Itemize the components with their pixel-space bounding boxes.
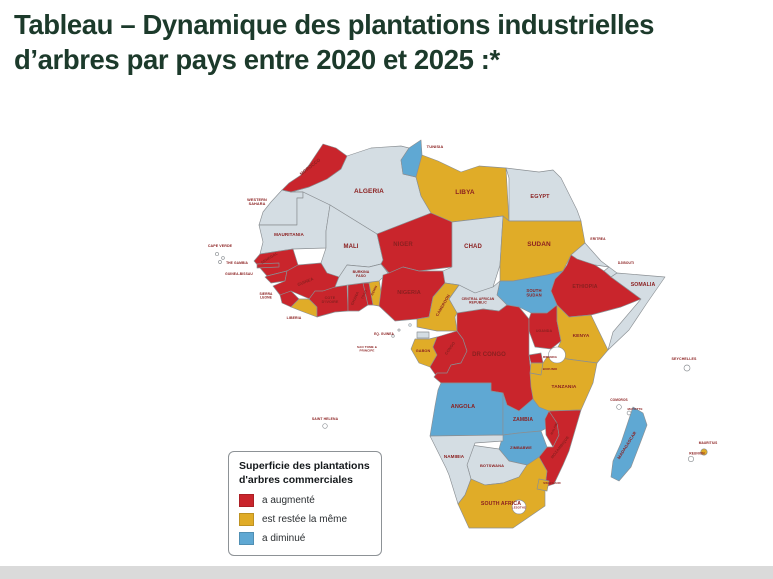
country-label-nigeria: NIGERIA bbox=[397, 290, 421, 296]
country-madagascar bbox=[610, 406, 648, 482]
country-label-mauritania: MAURITANIA bbox=[274, 232, 304, 237]
country-saint-helena bbox=[322, 423, 328, 429]
country-label-zambia: ZAMBIA bbox=[513, 417, 533, 423]
country-label-eritrea: ERITREA bbox=[590, 237, 606, 241]
country-label-comoros: COMOROS bbox=[610, 398, 628, 402]
country-label-congo: CONGO bbox=[444, 341, 456, 355]
country-comoros bbox=[616, 404, 622, 410]
country-label-libya: LIBYA bbox=[455, 189, 475, 196]
country-label-liberia: LIBERIA bbox=[287, 316, 302, 320]
country-label-guinea: GUINEA bbox=[297, 276, 315, 287]
country-label-tanzania: TANZANIA bbox=[552, 384, 577, 390]
country-label-djibouti: DJIBOUTI bbox=[618, 261, 634, 265]
country-cape-verde bbox=[221, 256, 225, 260]
page-title-line1: Tableau – Dynamique des plantations indu… bbox=[14, 9, 655, 40]
legend-label-decreased: a diminué bbox=[262, 533, 306, 545]
legend-item-same: est restée la même bbox=[239, 513, 371, 527]
country-label-sierra-leone: SIERRA LEONE bbox=[259, 292, 273, 300]
legend-swatch-increased bbox=[239, 494, 254, 508]
country-swaziland bbox=[536, 478, 550, 492]
country-label-eq-guinea: EQ. GUINEA bbox=[374, 332, 394, 336]
country-label-mali: MALI bbox=[343, 244, 358, 250]
map-legend: Superficie des plantations d'arbres comm… bbox=[228, 451, 382, 557]
country-uganda bbox=[528, 304, 562, 350]
country-rwanda bbox=[528, 352, 544, 364]
country-label-rwanda: RWANDA bbox=[543, 355, 558, 359]
country-label-botswana: BOTSWANA bbox=[480, 463, 504, 468]
country-egypt bbox=[505, 167, 582, 222]
legend-swatch-same bbox=[239, 513, 254, 527]
country-label-gambia: THE GAMBIA bbox=[226, 261, 248, 265]
country-label-namibia: NAMIBIA bbox=[444, 454, 465, 459]
country-label-angola: ANGOLA bbox=[451, 404, 475, 410]
country-label-south-sudan: SOUTH SUDAN bbox=[526, 288, 541, 298]
country-label-drc: DR CONGO bbox=[472, 352, 506, 358]
country-label-sao-tome: SAO TOME & PRINCIPE bbox=[357, 345, 378, 352]
country-label-benin: BENIN bbox=[370, 284, 378, 296]
country-label-sudan: SUDAN bbox=[527, 241, 551, 248]
country-label-niger: NIGER bbox=[393, 242, 413, 248]
country-cote-divoire bbox=[308, 284, 349, 318]
country-label-ghana: GHANA bbox=[350, 291, 360, 306]
country-gambia bbox=[256, 262, 280, 269]
country-label-uganda: UGANDA bbox=[536, 329, 553, 333]
country-lesotho bbox=[511, 499, 527, 515]
page-title-line2: d’arbres par pays entre 2020 et 2025 :* bbox=[14, 43, 500, 75]
legend-label-increased: a augmenté bbox=[262, 495, 315, 507]
legend-item-increased: a augmenté bbox=[239, 494, 371, 508]
legend-items: a augmenté est restée la même a diminué bbox=[239, 494, 371, 546]
country-label-guinea-bissau: GUINEA-BISSAU bbox=[225, 272, 253, 276]
legend-item-decreased: a diminué bbox=[239, 532, 371, 546]
country-label-malawi: MALAWI bbox=[550, 422, 559, 436]
country-label-togo: TOGO bbox=[360, 289, 368, 300]
country-label-algeria: ALGERIA bbox=[354, 188, 384, 195]
country-label-kenya: KENYA bbox=[573, 333, 590, 339]
country-mauritius bbox=[700, 448, 708, 456]
country-label-ethiopia: ETHIOPIA bbox=[572, 284, 597, 290]
country-label-chad: CHAD bbox=[464, 244, 482, 250]
country-reunion bbox=[687, 455, 695, 463]
lake-victoria bbox=[548, 346, 566, 364]
country-label-swaziland: SWAZILAND bbox=[543, 481, 561, 485]
country-label-saint-helena: SAINT HELENA bbox=[312, 417, 339, 421]
country-label-lesotho: LESOTHO bbox=[512, 506, 527, 510]
map-figure: ALGERIA WESTERN SAHARA MOROCCO TUNISIA LIBYA E… bbox=[206, 134, 730, 557]
country-western-sahara bbox=[258, 189, 304, 226]
country-label-somalia: SOMALIA bbox=[631, 282, 656, 288]
country-sao-tome bbox=[397, 328, 401, 332]
country-seychelles bbox=[683, 364, 691, 372]
country-cape-verde bbox=[215, 252, 219, 256]
country-label-tunisia: TUNISIA bbox=[427, 144, 444, 149]
country-mayotte bbox=[626, 410, 632, 416]
country-label-western-sahara: WESTERN SAHARA bbox=[247, 198, 267, 206]
country-label-car: CENTRAL AFRICAN REPUBLIC bbox=[462, 297, 495, 305]
country-label-burkina-faso: BURKINA FASO bbox=[353, 270, 370, 278]
country-label-cote-divoire: COTE D'IVOIRE bbox=[322, 296, 339, 304]
country-sao-tome bbox=[391, 334, 395, 338]
country-label-reunion: REUNION bbox=[689, 452, 705, 456]
country-label-egypt: EGYPT bbox=[530, 194, 550, 200]
country-label-south-africa: SOUTH AFRICA bbox=[481, 501, 521, 507]
bottom-strip bbox=[0, 566, 773, 579]
country-label-gabon: GABON bbox=[416, 349, 431, 353]
country-label-zimbabwe: ZIMBABWE bbox=[510, 446, 532, 450]
country-cape-verde bbox=[218, 260, 222, 264]
country-label-mauritius: MAURITIUS bbox=[699, 441, 718, 445]
country-eq-guinea bbox=[416, 331, 430, 339]
page-title: Tableau – Dynamique des plantations indu… bbox=[14, 8, 759, 78]
legend-label-same: est restée la même bbox=[262, 514, 348, 526]
country-guinea-bissau bbox=[264, 270, 288, 284]
country-label-burundi: BURUNDI bbox=[543, 367, 558, 371]
country-morocco bbox=[281, 143, 348, 193]
country-cameroon bbox=[416, 282, 460, 332]
country-label-seychelles: SEYCHELLES bbox=[672, 357, 697, 361]
country-label-mayotte: MAYOTTE bbox=[627, 407, 642, 411]
legend-swatch-decreased bbox=[239, 532, 254, 546]
bioko-island bbox=[408, 323, 412, 327]
country-chad bbox=[442, 215, 504, 294]
legend-title: Superficie des plantations d'arbres comm… bbox=[239, 460, 370, 486]
country-label-cape-verde: CAPE VERDE bbox=[208, 244, 233, 248]
